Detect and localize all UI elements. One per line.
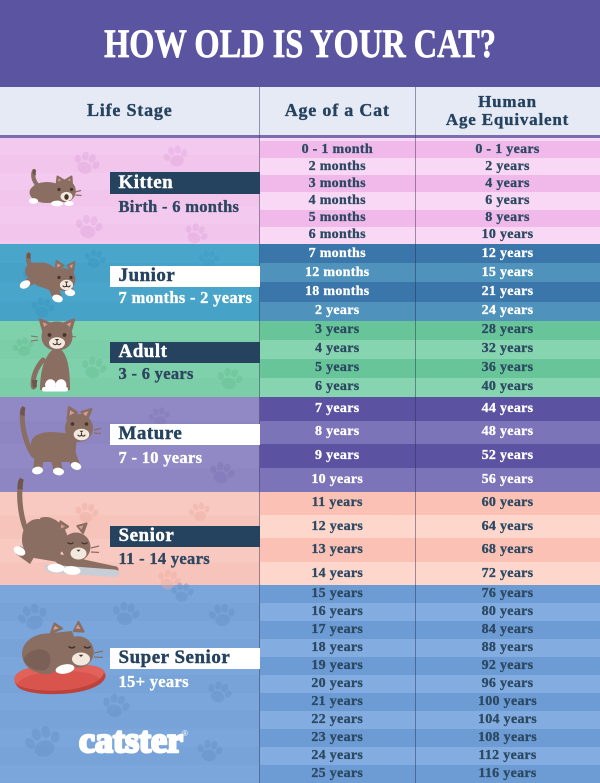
svg-text:®: ® — [182, 729, 188, 738]
svg-text:catster: catster — [79, 720, 183, 760]
